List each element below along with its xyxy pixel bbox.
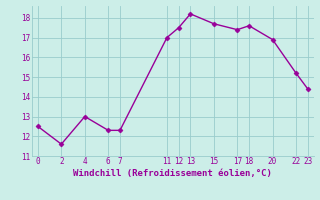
X-axis label: Windchill (Refroidissement éolien,°C): Windchill (Refroidissement éolien,°C): [73, 169, 272, 178]
